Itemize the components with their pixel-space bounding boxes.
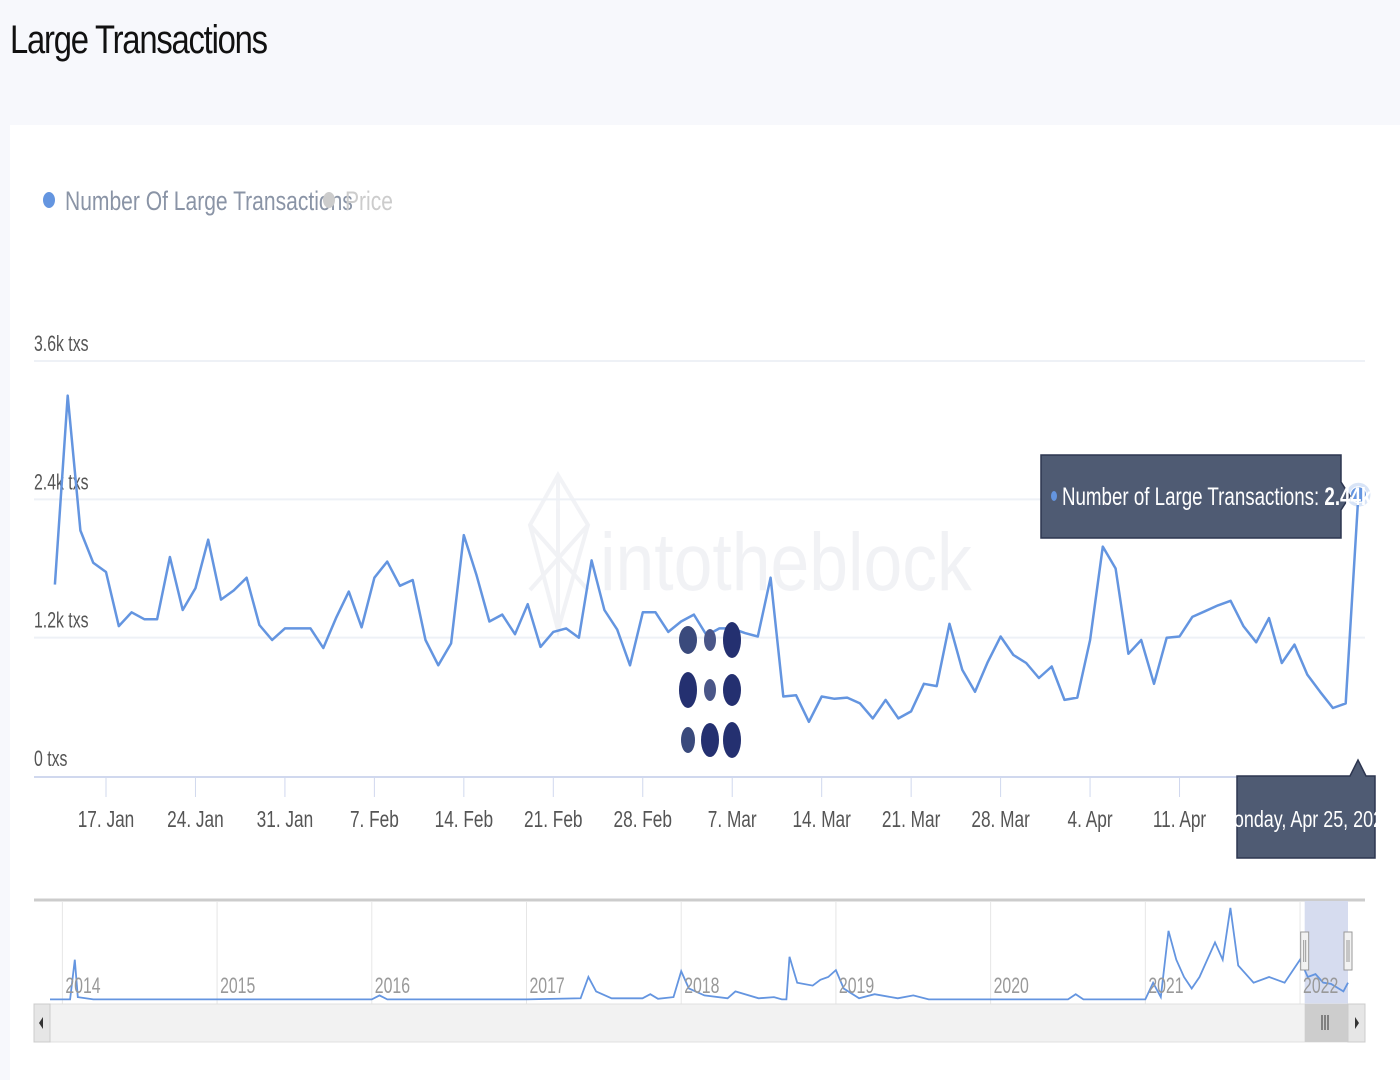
navigator-year-label: 2015 — [220, 975, 255, 999]
navigator-year-labels: 2014 2015 2016 2017 2018 2019 2020 2021 2022 — [65, 975, 1338, 999]
legend-item-large-transactions[interactable]: Number Of Large Transactions — [43, 187, 353, 217]
x-tick-label: 11. Apr — [1153, 808, 1207, 833]
legend-item-price[interactable]: Price — [323, 187, 393, 217]
x-tick-label: 14. Feb — [435, 808, 493, 833]
x-tick-label: 21. Mar — [882, 808, 941, 833]
scrollbar[interactable] — [33, 1003, 1366, 1043]
y-tick-label: 1.2k txs — [34, 609, 89, 633]
date-label-text: Monday, Apr 25, 2022 — [1219, 807, 1393, 833]
navigator-year-label: 2018 — [684, 975, 719, 999]
chart-card — [10, 125, 1400, 1080]
arrow-right-icon — [1355, 1017, 1359, 1029]
tooltip-marker-icon — [1051, 491, 1057, 501]
navigator-year-label: 2019 — [839, 975, 874, 999]
scrollbar-thumb[interactable] — [1304, 1004, 1348, 1042]
x-tick-label: 14. Mar — [792, 808, 851, 833]
legend-marker-icon — [323, 192, 335, 208]
legend-marker-icon — [43, 192, 55, 208]
loading-dot — [723, 722, 741, 758]
loading-dot — [723, 674, 741, 706]
loading-dot — [704, 679, 716, 701]
loading-dot — [681, 727, 695, 753]
navigator-year-label: 2021 — [1148, 975, 1183, 999]
navigator-year-grid — [61, 901, 1301, 1004]
arrow-left-icon — [39, 1017, 43, 1029]
navigator-year-label: 2020 — [994, 975, 1029, 999]
watermark-text: intotheblock — [600, 517, 973, 609]
x-tick-label: 28. Mar — [971, 808, 1030, 833]
x-tick-label: 7. Feb — [350, 808, 399, 833]
navigator-handle-left[interactable] — [1300, 931, 1310, 971]
x-axis-ticks: 17. Jan 24. Jan 31. Jan 7. Feb 14. Feb 21. Fe… — [78, 777, 1207, 833]
x-tick-label: 4. Apr — [1068, 808, 1113, 833]
navigator-year-label: 2016 — [375, 975, 410, 999]
navigator[interactable]: 2014 2015 2016 2017 2018 2019 2020 2021 2022 — [34, 898, 1365, 1004]
loading-dot — [701, 723, 719, 757]
legend-label: Price — [345, 187, 393, 217]
x-tick-label: 7. Mar — [708, 808, 757, 833]
scrollbar-track[interactable] — [33, 1003, 1366, 1043]
hover-point[interactable] — [1349, 486, 1367, 504]
navigator-year-label: 2022 — [1303, 975, 1338, 999]
grip-icon — [1321, 1015, 1329, 1030]
x-tick-label: 17. Jan — [78, 808, 135, 833]
page-title: Large Transactions — [10, 18, 268, 62]
navigator-year-label: 2014 — [65, 975, 101, 999]
x-tick-label: 21. Feb — [524, 808, 582, 833]
navigator-handle-right[interactable] — [1343, 931, 1353, 971]
loading-dot — [679, 672, 697, 708]
date-label: Monday, Apr 25, 2022 — [1219, 758, 1393, 859]
x-tick-label: 24. Jan — [167, 808, 224, 833]
x-tick-label: 28. Feb — [614, 808, 672, 833]
y-tick-label: 0 txs — [34, 748, 67, 772]
loading-dot — [704, 629, 716, 651]
navigator-selected-range[interactable] — [1304, 901, 1348, 1004]
tooltip-text: Number of Large Transactions: 2.44k txs — [1062, 482, 1400, 510]
loading-dots-icon — [679, 622, 741, 758]
navigator-series-line — [50, 907, 1349, 1001]
tooltip: Number of Large Transactions: 2.44k txs — [1040, 454, 1400, 539]
y-tick-label: 3.6k txs — [34, 333, 89, 357]
watermark-logo: intotheblock — [527, 471, 973, 638]
navigator-year-label: 2017 — [530, 975, 565, 999]
legend-label: Number Of Large Transactions — [65, 187, 353, 217]
x-tick-label: 31. Jan — [257, 808, 314, 833]
loading-dot — [679, 626, 697, 654]
loading-dot — [723, 622, 741, 658]
